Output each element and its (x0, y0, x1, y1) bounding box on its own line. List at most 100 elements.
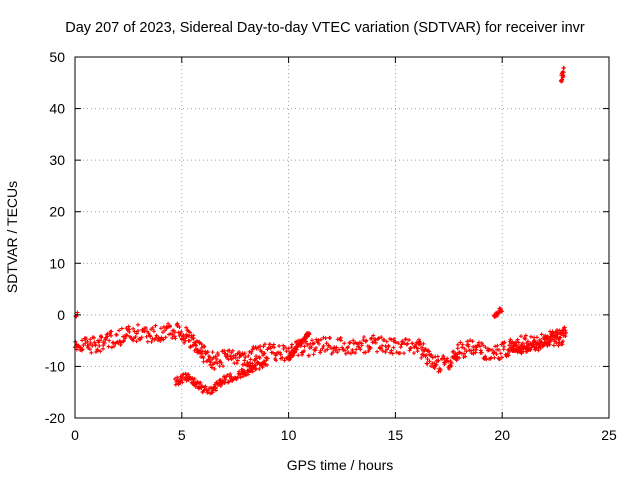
data-point (513, 343, 518, 348)
x-tick-label: 25 (601, 427, 617, 443)
data-point (284, 349, 289, 354)
data-point (379, 335, 384, 340)
series-main-band (72, 321, 568, 374)
data-point (117, 328, 122, 333)
data-point (528, 334, 533, 339)
data-point (228, 354, 233, 359)
data-point (454, 352, 459, 357)
x-tick-label: 15 (388, 427, 404, 443)
data-point (534, 335, 539, 340)
data-point (88, 341, 93, 346)
data-point (477, 344, 482, 349)
data-point (550, 337, 555, 342)
data-point (561, 65, 566, 70)
data-point (210, 350, 215, 355)
data-point (358, 347, 363, 352)
data-point (455, 342, 460, 347)
data-point (242, 351, 247, 356)
data-point (369, 336, 374, 341)
data-point (80, 347, 85, 352)
data-point (272, 345, 277, 350)
data-point (309, 338, 314, 343)
data-point (334, 345, 339, 350)
data-point (245, 360, 250, 365)
data-point (394, 350, 399, 355)
data-point (481, 343, 486, 348)
data-point (270, 350, 275, 355)
data-point (479, 341, 484, 346)
data-point (98, 349, 103, 354)
data-point (554, 341, 559, 346)
data-point (248, 357, 253, 362)
data-point (562, 325, 567, 330)
data-point (560, 330, 565, 335)
data-point (520, 341, 525, 346)
data-point (311, 352, 316, 357)
y-tick-label: -10 (45, 358, 65, 374)
x-axis-label: GPS time / hours (287, 457, 394, 473)
data-point (273, 353, 278, 358)
data-point (380, 343, 385, 348)
data-point (236, 350, 241, 355)
data-point (250, 361, 255, 366)
data-point (380, 348, 385, 353)
data-point (324, 341, 329, 346)
data-point (342, 348, 347, 353)
data-point (411, 351, 416, 356)
data-point (514, 347, 519, 352)
data-point (177, 325, 182, 330)
data-point (134, 331, 139, 336)
data-point (133, 334, 138, 339)
data-point (268, 346, 273, 351)
data-point (343, 351, 348, 356)
data-point (136, 328, 141, 333)
data-point (328, 336, 333, 341)
data-point (179, 329, 184, 334)
data-point (493, 344, 498, 349)
x-tick-label: 10 (281, 427, 297, 443)
data-point (458, 340, 463, 345)
data-point (261, 359, 266, 364)
data-point (149, 339, 154, 344)
data-point (220, 364, 225, 369)
data-point (368, 336, 373, 341)
data-point (205, 349, 210, 354)
data-point (87, 347, 92, 352)
data-point (153, 323, 158, 328)
data-point (191, 379, 196, 384)
data-point (136, 322, 141, 327)
series-lower-arc (172, 358, 269, 396)
data-point (427, 359, 432, 364)
data-point (209, 365, 214, 370)
data-point (460, 345, 465, 350)
data-point (134, 339, 139, 344)
data-point (158, 326, 163, 331)
data-point (389, 337, 394, 342)
data-point (318, 337, 323, 342)
data-point (460, 342, 465, 347)
data-point (154, 333, 159, 338)
data-point (318, 350, 323, 355)
data-point (371, 333, 376, 338)
data-point (478, 348, 483, 353)
data-point (150, 325, 155, 330)
data-point (225, 352, 230, 357)
data-point (124, 332, 129, 337)
data-point (199, 342, 204, 347)
data-point (342, 341, 347, 346)
data-point (425, 361, 430, 366)
data-point (230, 348, 235, 353)
data-point (420, 345, 425, 350)
data-point (496, 347, 501, 352)
data-point (294, 339, 299, 344)
data-point (364, 338, 369, 343)
data-point (293, 349, 298, 354)
data-point (274, 358, 279, 363)
data-point (131, 326, 136, 331)
data-point (368, 345, 373, 350)
data-point (518, 348, 523, 353)
data-point (97, 338, 102, 343)
data-point (184, 325, 189, 330)
data-point (180, 380, 185, 385)
x-tick-label: 5 (178, 427, 186, 443)
